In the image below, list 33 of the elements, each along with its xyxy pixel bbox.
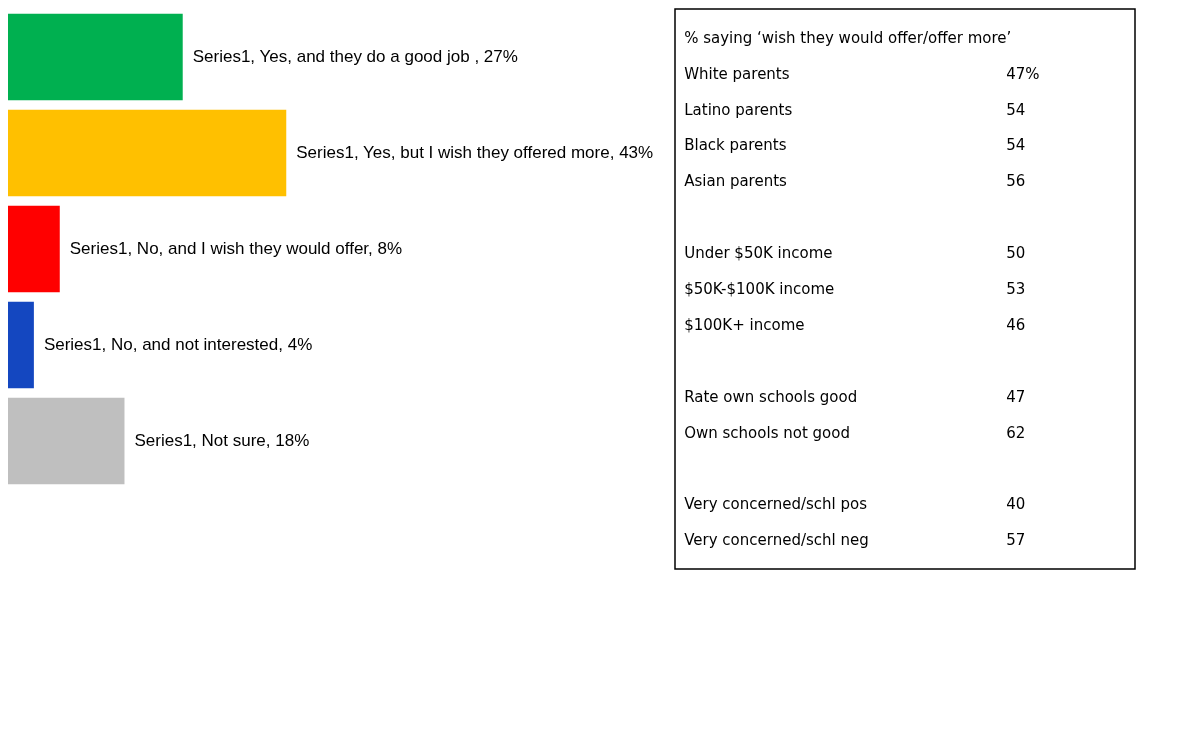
text: 57: [1006, 531, 1026, 550]
bar: [8, 397, 125, 485]
text: 54: [1006, 136, 1026, 155]
text: Very concerned/schl neg: [684, 531, 869, 550]
data-label: Series1, Not sure, 18%: [134, 431, 310, 450]
data-label: Series1, No, and I wish they would offer, 8%: [69, 239, 403, 258]
text: % saying ‘wish they would offer/offer more’: [684, 28, 1012, 47]
text: 47%: [1006, 64, 1040, 83]
bar: [8, 205, 60, 293]
text: 54: [1006, 100, 1026, 119]
text: 50: [1006, 244, 1026, 263]
text: Latino parents: [684, 100, 793, 119]
data-label: Series1, Yes, and they do a good job , 27%: [192, 47, 518, 66]
text: Under $50K income: [684, 244, 833, 263]
text: 47: [1006, 387, 1026, 406]
bar: [8, 13, 183, 101]
text: 40: [1006, 495, 1026, 514]
bar: [8, 301, 34, 389]
text: Asian parents: [684, 172, 788, 191]
text: 46: [1006, 315, 1026, 334]
text: $100K+ income: [684, 315, 805, 334]
text: White parents: [684, 64, 790, 83]
text: Own schools not good: [684, 423, 850, 442]
data-label: Series1, No, and not interested, 4%: [43, 335, 313, 354]
text: 53: [1006, 280, 1026, 298]
text: Very concerned/schl pos: [684, 495, 868, 514]
text: $50K-$100K income: [684, 280, 835, 298]
text: 56: [1006, 172, 1026, 191]
text: Rate own schools good: [684, 387, 858, 406]
data-label: Series1, Yes, but I wish they offered more, 43%: [296, 143, 654, 162]
text: Black parents: [684, 136, 787, 155]
bar: [8, 109, 287, 197]
text: 62: [1006, 423, 1026, 442]
